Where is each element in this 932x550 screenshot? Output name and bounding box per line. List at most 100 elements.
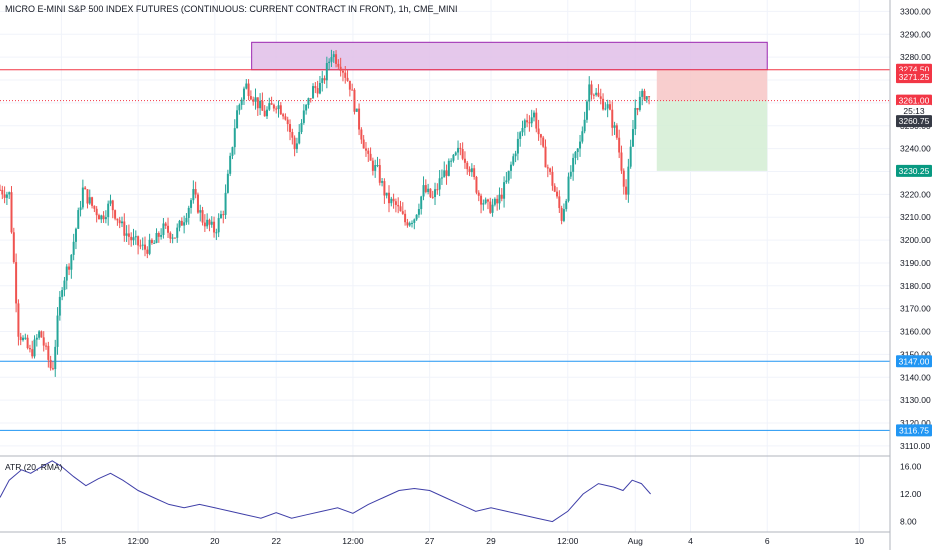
candle-down[interactable] — [358, 108, 361, 130]
candle-down[interactable] — [47, 345, 50, 360]
candle-up[interactable] — [183, 222, 186, 226]
candle-down[interactable] — [371, 160, 374, 171]
candle-down[interactable] — [473, 168, 476, 178]
candle-up[interactable] — [160, 234, 163, 237]
candle-down[interactable] — [383, 181, 386, 196]
candle-down[interactable] — [546, 167, 549, 169]
candle-up[interactable] — [125, 233, 128, 236]
candle-down[interactable] — [309, 98, 312, 100]
candle-up[interactable] — [641, 90, 644, 97]
candle-up[interactable] — [482, 203, 485, 205]
candle-down[interactable] — [431, 196, 434, 198]
candle-up[interactable] — [562, 209, 565, 221]
candle-up[interactable] — [521, 127, 524, 133]
candle-down[interactable] — [249, 96, 252, 100]
candle-up[interactable] — [514, 153, 517, 157]
candle-down[interactable] — [263, 110, 266, 117]
candle-down[interactable] — [489, 201, 492, 213]
candle-up[interactable] — [447, 160, 450, 176]
candle-up[interactable] — [302, 110, 305, 123]
candle-down[interactable] — [397, 204, 400, 207]
candle-down[interactable] — [461, 149, 464, 159]
candle-up[interactable] — [277, 105, 280, 109]
candle-up[interactable] — [210, 221, 213, 225]
candle-up[interactable] — [109, 200, 112, 204]
candle-up[interactable] — [187, 207, 190, 218]
candle-up[interactable] — [199, 210, 202, 213]
candle-up[interactable] — [503, 182, 506, 199]
candle-down[interactable] — [480, 195, 483, 205]
candle-up[interactable] — [438, 178, 441, 190]
candle-down[interactable] — [40, 331, 43, 338]
candle-up[interactable] — [56, 315, 59, 347]
candle-up[interactable] — [629, 146, 632, 167]
candle-down[interactable] — [97, 215, 100, 220]
candle-up[interactable] — [355, 108, 358, 112]
candle-up[interactable] — [413, 219, 416, 223]
candle-up[interactable] — [61, 290, 64, 297]
candle-up[interactable] — [457, 147, 460, 153]
candle-up[interactable] — [645, 96, 648, 100]
candle-down[interactable] — [146, 249, 149, 254]
candle-down[interactable] — [118, 220, 121, 224]
candle-up[interactable] — [141, 244, 144, 246]
candle-up[interactable] — [305, 104, 308, 111]
candle-down[interactable] — [196, 194, 199, 213]
candle-up[interactable] — [307, 98, 310, 105]
candle-up[interactable] — [233, 128, 236, 148]
candle-up[interactable] — [569, 171, 572, 177]
candle-up[interactable] — [519, 132, 522, 139]
candle-up[interactable] — [583, 119, 586, 132]
candle-up[interactable] — [574, 152, 577, 158]
candle-up[interactable] — [579, 141, 582, 149]
candle-up[interactable] — [236, 110, 239, 129]
candle-down[interactable] — [463, 158, 466, 163]
candle-up[interactable] — [81, 187, 84, 208]
candle-down[interactable] — [45, 345, 48, 347]
candle-up[interactable] — [176, 227, 179, 238]
candle-up[interactable] — [266, 109, 268, 117]
candle-down[interactable] — [387, 192, 390, 204]
candle-down[interactable] — [111, 200, 114, 211]
candle-down[interactable] — [169, 232, 172, 239]
candle-down[interactable] — [549, 168, 552, 172]
candle-down[interactable] — [167, 225, 170, 233]
candle-down[interactable] — [252, 99, 255, 102]
candle-up[interactable] — [219, 214, 222, 219]
candle-up[interactable] — [190, 200, 193, 208]
candle-down[interactable] — [286, 119, 289, 125]
candle-down[interactable] — [10, 192, 13, 233]
candle-down[interactable] — [157, 233, 160, 237]
candle-down[interactable] — [602, 98, 605, 110]
candle-up[interactable] — [606, 104, 609, 109]
candle-down[interactable] — [459, 147, 462, 150]
candle-up[interactable] — [298, 132, 301, 144]
candle-down[interactable] — [127, 233, 130, 237]
candle-down[interactable] — [116, 218, 119, 221]
candle-up[interactable] — [440, 177, 443, 179]
candle-down[interactable] — [392, 198, 395, 202]
candle-up[interactable] — [634, 108, 637, 130]
candle-down[interactable] — [526, 120, 529, 123]
candle-up[interactable] — [505, 180, 508, 183]
candle-down[interactable] — [362, 139, 365, 149]
candle-up[interactable] — [328, 61, 331, 64]
candle-down[interactable] — [284, 116, 287, 120]
candle-down[interactable] — [114, 210, 117, 219]
candle-up[interactable] — [238, 104, 241, 111]
candle-down[interactable] — [279, 105, 282, 115]
candle-up[interactable] — [512, 156, 515, 165]
candle-down[interactable] — [203, 222, 206, 227]
candle-down[interactable] — [201, 210, 204, 223]
candle-up[interactable] — [215, 232, 218, 234]
candle-down[interactable] — [369, 153, 372, 161]
candle-down[interactable] — [222, 214, 225, 216]
candle-down[interactable] — [293, 137, 296, 150]
candle-up[interactable] — [415, 214, 418, 220]
candle-up[interactable] — [588, 84, 591, 102]
candle-up[interactable] — [33, 339, 36, 357]
candle-up[interactable] — [79, 207, 82, 211]
candle-up[interactable] — [254, 97, 257, 102]
candle-down[interactable] — [394, 201, 397, 205]
candle-down[interactable] — [535, 112, 538, 129]
